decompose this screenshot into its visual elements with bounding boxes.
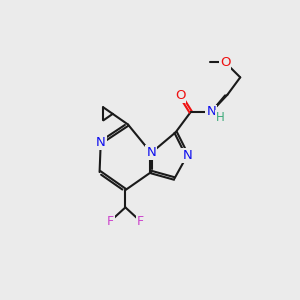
Text: O: O — [220, 56, 230, 69]
Text: N: N — [182, 149, 192, 162]
Text: N: N — [206, 106, 216, 118]
Text: H: H — [216, 111, 224, 124]
Text: F: F — [107, 215, 114, 228]
Text: O: O — [175, 89, 185, 102]
Text: F: F — [137, 215, 144, 228]
Text: N: N — [146, 146, 156, 159]
Text: N: N — [96, 136, 106, 149]
